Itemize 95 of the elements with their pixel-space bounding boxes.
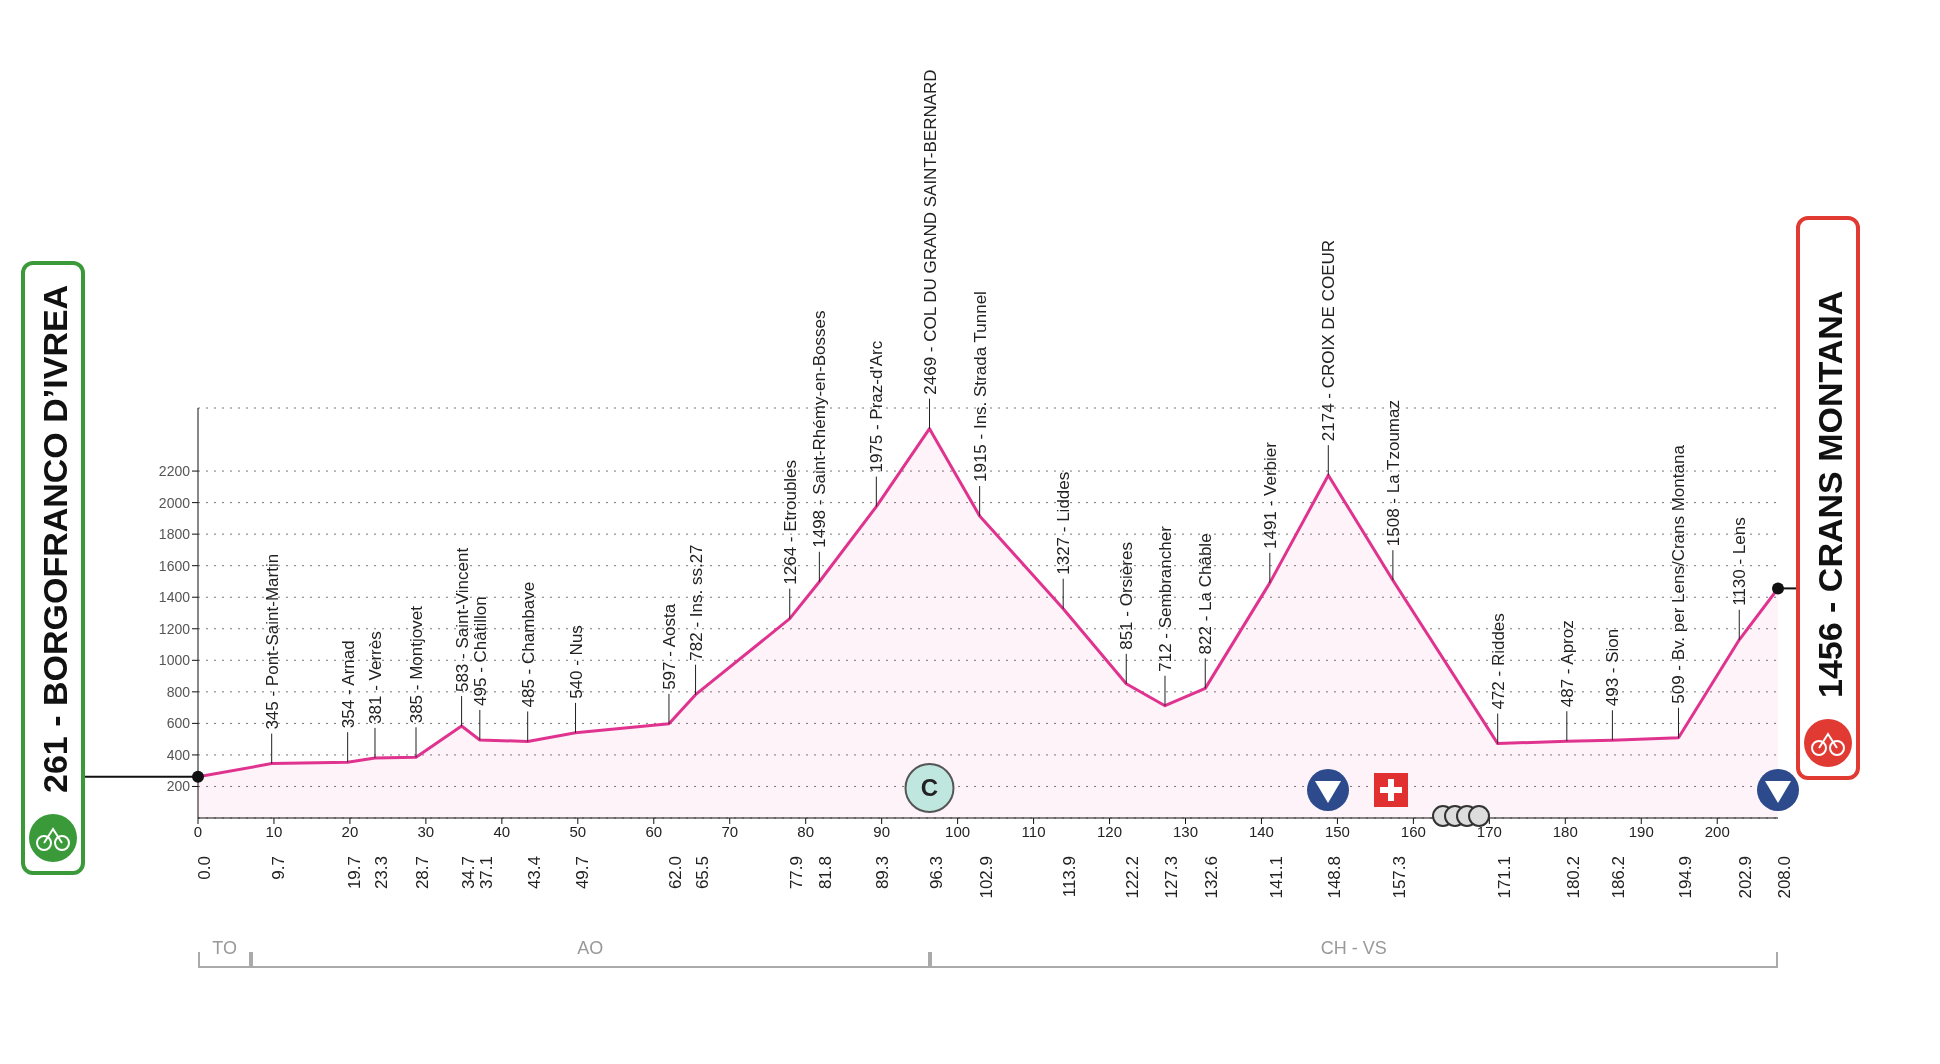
- y-tick-label: 2000: [158, 494, 191, 511]
- annotation: 1491 - Verbier: [1260, 441, 1280, 549]
- x-tick-label: 10: [265, 822, 283, 840]
- x2-tick-label: 23.3: [372, 856, 392, 890]
- x-tick-label: 160: [1400, 822, 1426, 840]
- annotation: 354 - Arnad: [338, 640, 358, 729]
- x2-tick-label: 28.7: [413, 856, 433, 890]
- x2-tick-label: 96.3: [926, 856, 946, 890]
- annotation: 509 - Bv. per Lens/Crans Montana: [1669, 444, 1689, 704]
- x-tick-label: 130: [1172, 822, 1199, 840]
- x2-tick-label: 171.1: [1494, 856, 1514, 899]
- annotation: 1915 - Ins. Strada Tunnel: [970, 291, 990, 483]
- x2-tick-label: 37.1: [476, 856, 496, 890]
- y-tick-label: 200: [166, 778, 191, 795]
- x2-tick-label: 89.3: [873, 856, 893, 890]
- x-tick-label: 90: [873, 822, 890, 840]
- x2-tick-label: 122.2: [1123, 856, 1143, 899]
- y-tick-label: 800: [166, 683, 191, 700]
- y-tick-label: 1800: [158, 526, 191, 543]
- x2-tick-label: 132.6: [1202, 856, 1222, 899]
- x-tick-label: 200: [1704, 822, 1730, 840]
- annotation: 782 - Ins. ss.27: [686, 544, 706, 661]
- annotation: 1456 - CRANS MONTANA: [1811, 290, 1849, 698]
- annotation: 712 - Sembrancher: [1155, 525, 1175, 672]
- x2-tick-label: 77.9: [786, 856, 806, 890]
- x2-tick-label: 194.9: [1675, 856, 1695, 899]
- x-tick-label: 140: [1248, 822, 1274, 840]
- x-tick-label: 0: [193, 822, 203, 840]
- annotation: 1327 - Liddes: [1054, 471, 1074, 575]
- x-tick-label: 40: [493, 822, 511, 840]
- x2-tick-label: 34.7: [458, 856, 478, 890]
- x-tick-label: 30: [417, 822, 435, 840]
- text: CH - VS: [1319, 938, 1388, 959]
- x2-tick-label: 9.7: [268, 856, 288, 880]
- annotation: 1264 - Etroubles: [780, 459, 800, 585]
- annotation: 493 - Sion: [1603, 628, 1623, 707]
- text: AO: [576, 938, 605, 959]
- x2-tick-label: 180.2: [1563, 856, 1583, 899]
- x2-tick-label: 127.3: [1162, 856, 1182, 899]
- annotation: 495 - Châtillon: [470, 596, 490, 706]
- y-tick-label: 2200: [158, 463, 191, 480]
- x2-tick-label: 186.2: [1609, 856, 1629, 899]
- y-tick-label: 1600: [158, 557, 191, 574]
- x-tick-label: 100: [945, 822, 971, 840]
- annotation: 261 - BORGOFRANCO D’IVREA: [36, 284, 74, 793]
- x-tick-label: 170: [1476, 822, 1502, 840]
- annotation: 1975 - Praz-d'Arc: [867, 340, 887, 473]
- x2-tick-label: 102.9: [976, 856, 996, 899]
- annotation: 597 - Aosta: [659, 603, 679, 690]
- annotation: 487 - Aproz: [1557, 620, 1577, 708]
- x2-tick-label: 62.0: [666, 856, 686, 890]
- x-tick-label: 80: [797, 822, 815, 840]
- annotation: 381 - Verrès: [365, 631, 385, 724]
- y-tick-label: 600: [166, 715, 191, 732]
- x-tick-label: 120: [1097, 822, 1123, 840]
- y-tick-label: 1200: [158, 620, 191, 637]
- y-tick-label: 1400: [158, 589, 191, 606]
- annotation: 822 - La Châble: [1196, 533, 1216, 655]
- x-tick-label: 110: [1021, 822, 1046, 840]
- annotation: 1498 - Saint-Rhémy-en-Bosses: [810, 310, 830, 548]
- x2-tick-label: 19.7: [344, 856, 364, 890]
- annotation: 2469 - COL DU GRAND SAINT-BERNARD: [920, 69, 940, 395]
- x2-tick-label: 49.7: [572, 856, 592, 890]
- annotation: 1508 - La Tzoumaz: [1383, 400, 1403, 547]
- annotation: 540 - Nus: [566, 625, 586, 699]
- x-tick-label: 190: [1628, 822, 1654, 840]
- y-tick-label: 1000: [158, 652, 191, 669]
- x2-tick-label: 81.8: [816, 856, 836, 890]
- y-tick-label: 400: [166, 746, 191, 763]
- annotation: 485 - Chambave: [518, 581, 538, 708]
- x2-tick-label: 208.0: [1775, 856, 1795, 899]
- x-tick-label: 60: [645, 822, 663, 840]
- annotation: 385 - Montjovet: [407, 605, 427, 724]
- text: TO: [211, 938, 238, 959]
- x-tick-label: 20: [341, 822, 359, 840]
- x-tick-label: 180: [1552, 822, 1578, 840]
- annotation: 1130 - Lens: [1730, 517, 1750, 606]
- x-tick-label: 70: [721, 822, 739, 840]
- x2-tick-label: 202.9: [1736, 856, 1756, 899]
- x-tick-label: 150: [1324, 822, 1350, 840]
- x2-tick-label: 0.0: [195, 856, 215, 880]
- annotation: 2174 - CROIX DE COEUR: [1319, 239, 1339, 442]
- letter-badge-icon: C: [904, 763, 955, 813]
- x2-tick-label: 148.8: [1325, 856, 1345, 899]
- annotation: 583 - Saint-Vincent: [452, 547, 472, 693]
- annotation: 472 - Riddes: [1488, 613, 1508, 710]
- x2-tick-label: 65.5: [692, 856, 712, 890]
- annotation: 851 - Orsières: [1117, 542, 1137, 650]
- x2-tick-label: 43.4: [524, 856, 544, 890]
- annotation: 345 - Pont-Saint-Martin: [262, 553, 282, 730]
- x2-tick-label: 141.1: [1266, 856, 1286, 899]
- x2-tick-label: 157.3: [1389, 856, 1409, 899]
- x-tick-label: 50: [569, 822, 587, 840]
- x2-tick-label: 113.9: [1060, 856, 1080, 898]
- annotation: C: [920, 774, 939, 801]
